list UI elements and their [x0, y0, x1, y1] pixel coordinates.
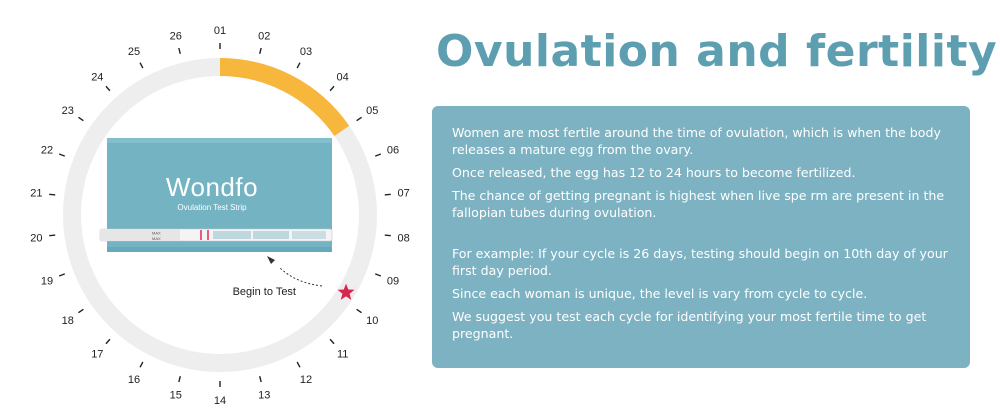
- day-tick: [58, 273, 66, 277]
- day-label-12: 12: [300, 374, 312, 386]
- day-label-10: 10: [366, 315, 378, 327]
- day-label-16: 16: [128, 374, 140, 386]
- day-tick: [78, 116, 84, 122]
- fertile-window-arc: [219, 58, 350, 137]
- day-tick: [384, 234, 391, 237]
- day-tick: [384, 193, 391, 196]
- day-label-25: 25: [128, 46, 140, 58]
- day-label-02: 02: [258, 30, 270, 42]
- star-icon: [337, 283, 355, 300]
- day-tick: [105, 85, 111, 92]
- begin-pointer-arrow: [279, 267, 323, 287]
- day-label-11: 11: [337, 348, 348, 360]
- test-strip: MAX MAX: [99, 228, 333, 242]
- day-tick: [296, 62, 301, 69]
- begin-to-test-label: Begin to Test: [233, 286, 296, 298]
- day-tick: [329, 85, 335, 92]
- info-panel: Women are most fertile around the time o…: [432, 106, 970, 368]
- day-label-26: 26: [170, 30, 182, 42]
- day-label-13: 13: [258, 390, 270, 402]
- day-label-24: 24: [91, 72, 103, 84]
- info-paragraph-1: Women are most fertile around the time o…: [452, 125, 941, 157]
- day-label-14: 14: [214, 395, 226, 407]
- info-paragraph-6: We suggest you test each cycle for ident…: [452, 309, 927, 341]
- day-tick: [78, 308, 84, 314]
- package-brand: Wondfo: [166, 172, 258, 202]
- day-tick: [49, 234, 56, 237]
- day-label-03: 03: [300, 46, 312, 58]
- day-label-09: 09: [387, 276, 399, 288]
- day-ticks: [49, 43, 391, 387]
- day-tick: [259, 376, 262, 383]
- day-label-17: 17: [91, 348, 103, 360]
- day-label-07: 07: [398, 188, 410, 200]
- day-label-18: 18: [62, 315, 74, 327]
- day-tick: [105, 338, 111, 345]
- package-subtitle: Ovulation Test Strip: [177, 203, 247, 212]
- day-tick: [296, 361, 301, 368]
- strip-max-label-1: MAX: [152, 231, 161, 236]
- page-title: Ovulation and fertility: [436, 26, 998, 77]
- day-label-20: 20: [30, 232, 42, 244]
- day-label-15: 15: [170, 390, 182, 402]
- day-label-22: 22: [41, 144, 53, 156]
- info-paragraph-2: Once released, the egg has 12 to 24 hour…: [452, 165, 856, 180]
- day-tick: [356, 308, 362, 314]
- day-tick: [178, 376, 181, 383]
- day-tick: [178, 47, 181, 54]
- info-paragraph-5: Since each woman is unique, the level is…: [452, 286, 868, 301]
- day-tick: [329, 338, 335, 345]
- cycle-dial: 01 02 03 04 05 06 07 08 09 10 11 12 13 14 15 16 17 18 19 20…: [30, 25, 410, 407]
- day-tick: [139, 361, 144, 368]
- day-label-01: 01: [214, 25, 226, 37]
- day-label-06: 06: [387, 144, 399, 156]
- day-label-05: 05: [366, 105, 378, 117]
- day-tick: [374, 273, 382, 277]
- day-tick: [58, 153, 66, 157]
- day-tick: [374, 153, 382, 157]
- day-label-19: 19: [41, 276, 53, 288]
- day-label-08: 08: [398, 232, 410, 244]
- day-label-21: 21: [30, 188, 42, 200]
- day-tick: [49, 193, 56, 196]
- arrow-head: [267, 256, 275, 264]
- day-tick: [139, 62, 144, 69]
- day-tick: [259, 47, 262, 54]
- info-paragraph-4: For example: If your cycle is 26 days, t…: [452, 246, 948, 278]
- day-label-04: 04: [337, 72, 349, 84]
- day-tick: [356, 116, 362, 122]
- strip-max-label-2: MAX: [152, 236, 161, 241]
- day-labels: 01 02 03 04 05 06 07 08 09 10 11 12 13 14 15 16 17 18 19 20…: [30, 25, 410, 407]
- day-label-23: 23: [62, 105, 74, 117]
- info-paragraph-3: The chance of getting pregnant is highes…: [452, 188, 945, 220]
